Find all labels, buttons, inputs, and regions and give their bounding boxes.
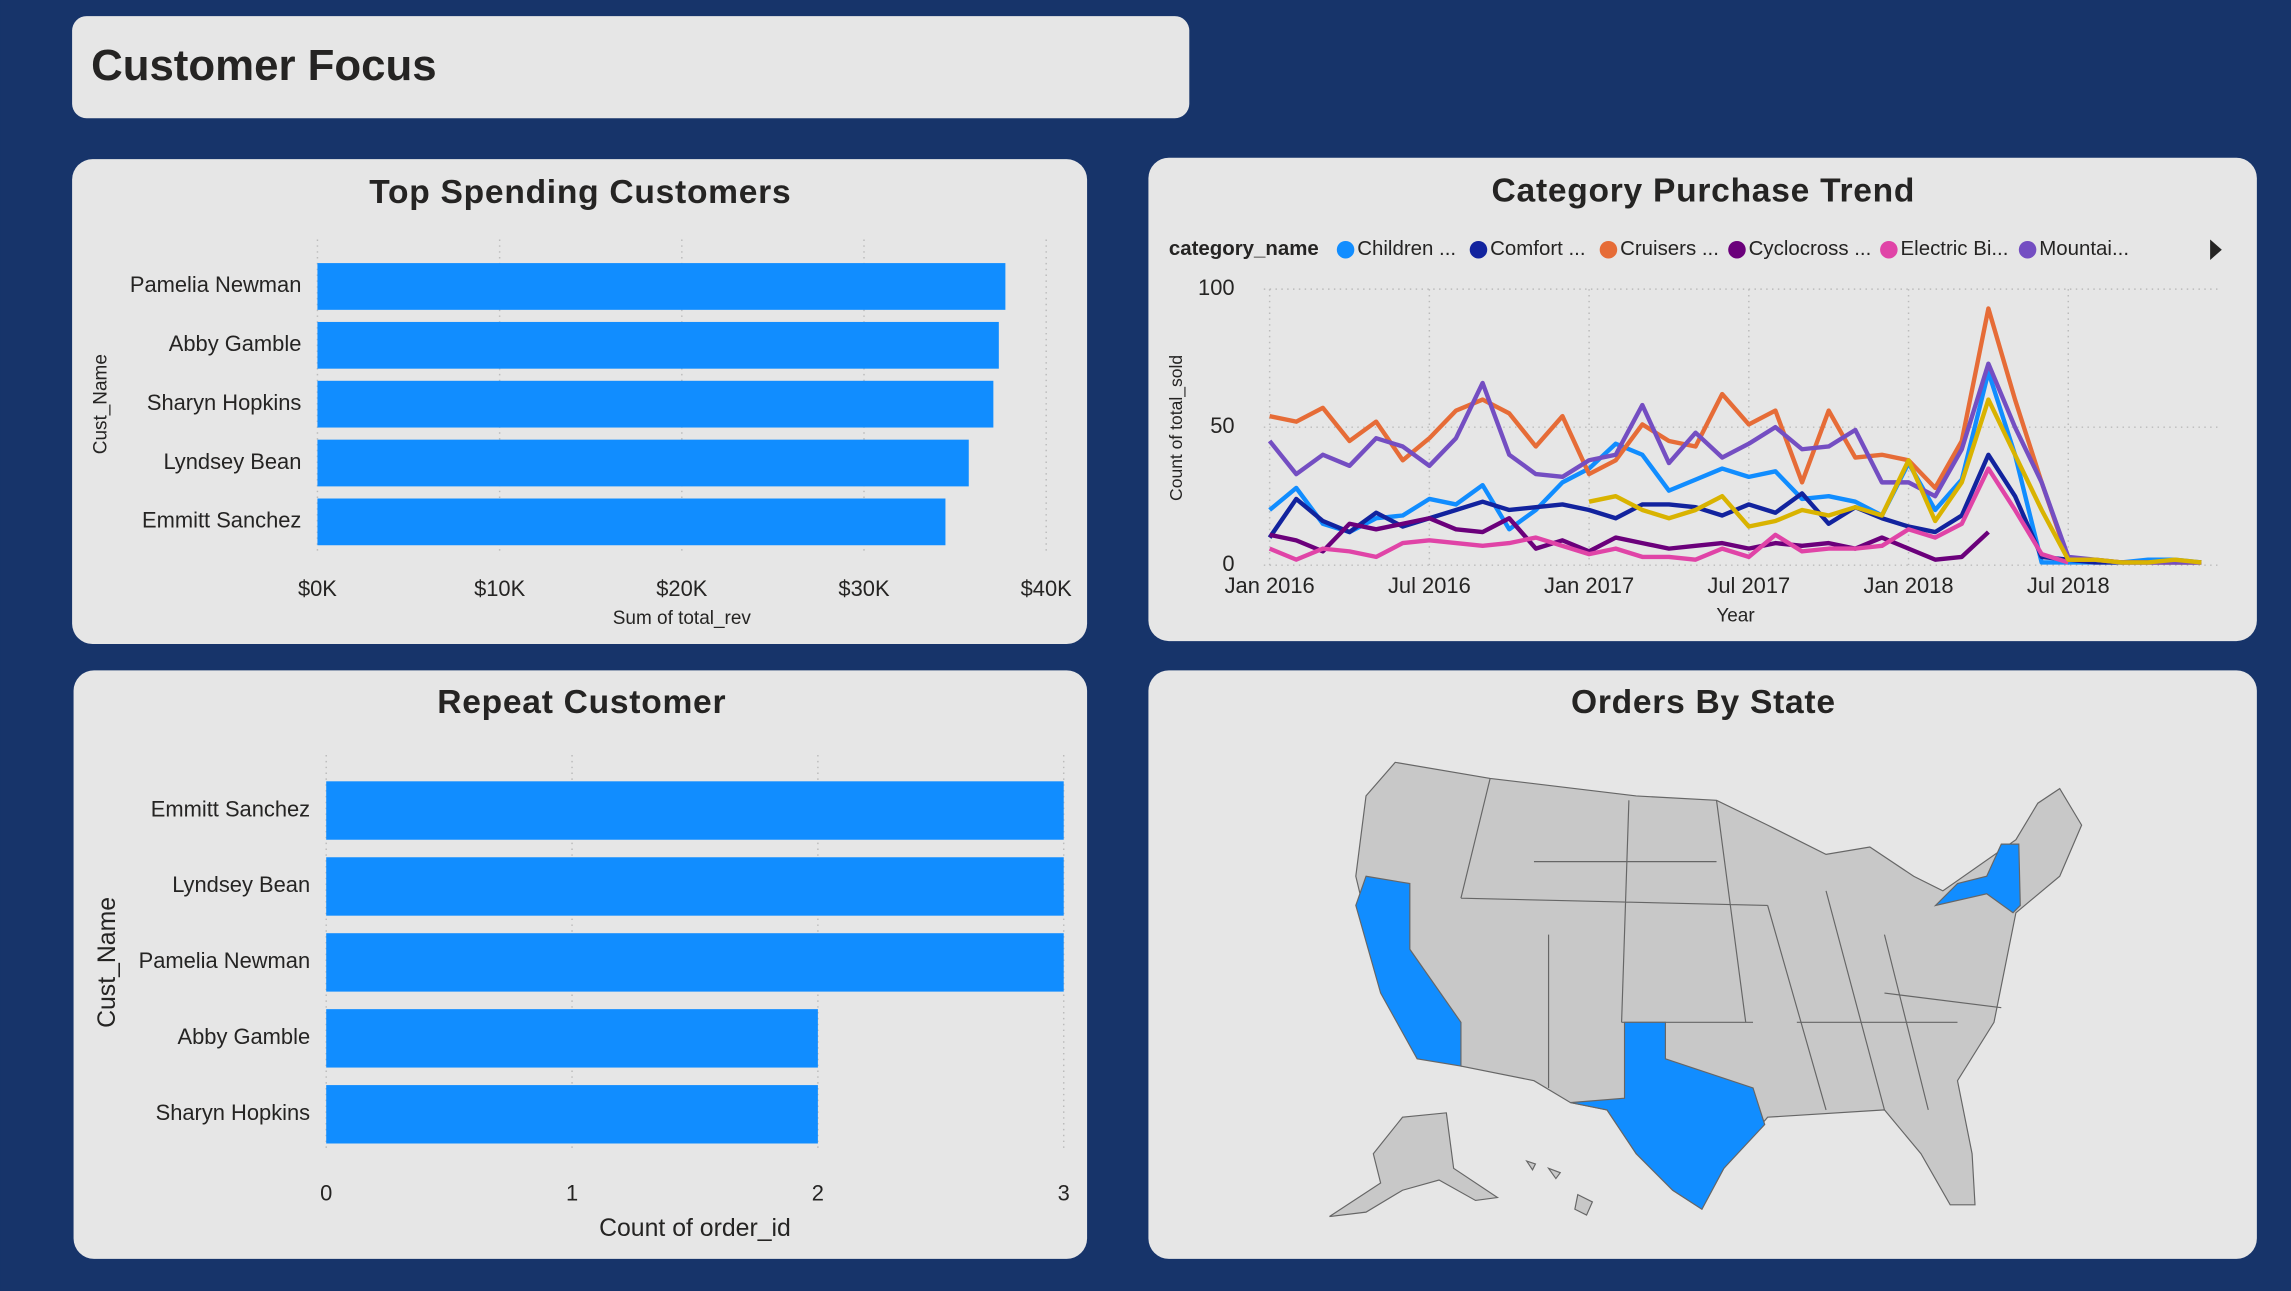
y-tick-label: Emmitt Sanchez	[151, 796, 310, 821]
x-axis-label: Sum of total_rev	[613, 608, 752, 629]
y-axis-label: Cust_Name	[90, 354, 111, 454]
x-tick-label: Jul 2016	[1388, 573, 1471, 598]
y-tick-label: Abby Gamble	[169, 331, 302, 356]
legend-title: category_name	[1169, 237, 1319, 260]
x-tick-label: 0	[320, 1180, 332, 1205]
bar	[326, 1085, 818, 1144]
x-tick-label: $20K	[656, 576, 708, 601]
x-tick-label: 1	[566, 1180, 578, 1205]
y-tick-label: Sharyn Hopkins	[147, 390, 302, 415]
bar	[326, 857, 1064, 916]
bar	[317, 263, 1006, 310]
legend-label: Electric Bi...	[1901, 237, 2009, 260]
legend-label: Mountai...	[2039, 237, 2129, 260]
x-tick-label: Jan 2018	[1864, 573, 1954, 598]
x-tick-label: $40K	[1021, 576, 1073, 601]
y-tick-label: Lyndsey Bean	[163, 449, 301, 474]
bar	[326, 781, 1064, 840]
x-tick-label: Jul 2017	[1707, 573, 1790, 598]
legend-marker	[1336, 240, 1355, 259]
y-tick-label: Sharyn Hopkins	[156, 1100, 311, 1125]
chart-title: Category Purchase Trend	[1492, 173, 1916, 210]
x-tick-label: 2	[812, 1180, 824, 1205]
chart-title: Top Spending Customers	[369, 174, 791, 211]
y-tick-label: Pamelia Newman	[130, 272, 302, 297]
y-tick-label: Emmitt Sanchez	[142, 508, 301, 533]
legend-marker	[1469, 240, 1488, 259]
chart-title: Repeat Customer	[437, 684, 726, 721]
y-axis-label: Cust_Name	[94, 897, 121, 1028]
y-tick-label: Pamelia Newman	[139, 948, 311, 973]
state-borders	[1460, 778, 2002, 1111]
legend-marker	[1728, 240, 1746, 259]
x-axis-label: Year	[1716, 605, 1754, 626]
line-series	[1588, 397, 2202, 565]
legend-label: Children ...	[1357, 237, 1456, 260]
legend-marker	[2018, 240, 2037, 259]
x-tick-label: Jan 2017	[1544, 573, 1634, 598]
chart-title: Orders By State	[1571, 684, 1836, 721]
line-series	[1267, 361, 2202, 565]
us-map	[1329, 761, 2083, 1218]
panel	[1148, 157, 2257, 642]
legend-marker	[1599, 240, 1618, 259]
legend-label: Comfort ...	[1490, 237, 1585, 260]
y-tick-label: 50	[1210, 413, 1234, 438]
y-tick-label: Lyndsey Bean	[172, 872, 310, 897]
line-series	[1268, 466, 2069, 565]
alaska	[1329, 1112, 1500, 1218]
y-tick-label: 100	[1198, 275, 1235, 300]
legend-marker	[1880, 240, 1898, 259]
y-tick-label: 0	[1222, 551, 1234, 576]
header-panel	[72, 16, 1190, 119]
state-highlight	[1933, 843, 2021, 914]
bar	[317, 321, 999, 369]
y-axis-label: Count of total_sold	[1166, 355, 1187, 501]
legend-scroll-arrow[interactable]	[2210, 239, 2222, 260]
line-series	[1269, 516, 1990, 562]
x-tick-label: $10K	[474, 576, 526, 601]
page-title: Customer Focus	[91, 41, 437, 90]
bar	[317, 439, 969, 487]
x-tick-label: Jan 2016	[1225, 573, 1315, 598]
bar	[326, 1009, 818, 1068]
state-highlight	[1355, 875, 1462, 1067]
bar	[317, 498, 946, 546]
bar	[326, 933, 1064, 992]
line-series	[1268, 369, 2202, 565]
legend-label: Cruisers ...	[1620, 237, 1719, 260]
legend-label: Cyclocross ...	[1749, 237, 1872, 260]
x-tick-label: Jul 2018	[2027, 573, 2110, 598]
x-tick-label: $30K	[838, 576, 890, 601]
y-tick-label: Abby Gamble	[178, 1024, 311, 1049]
x-tick-label: 3	[1058, 1180, 1070, 1205]
hawaii	[1525, 1159, 1594, 1216]
x-axis-label: Count of order_id	[599, 1215, 791, 1242]
x-tick-label: $0K	[298, 576, 337, 601]
bar	[317, 380, 994, 428]
state-highlight	[1570, 1021, 1766, 1211]
